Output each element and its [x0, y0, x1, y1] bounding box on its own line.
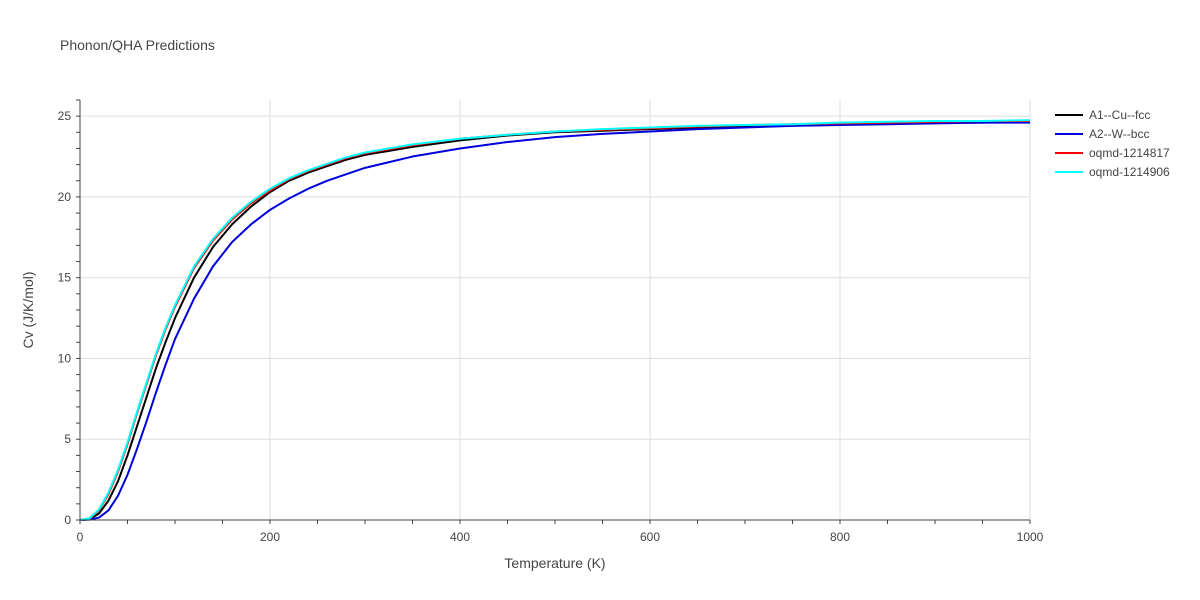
legend-label: oqmd-1214817	[1089, 146, 1170, 160]
legend-item[interactable]: A2--W--bcc	[1055, 127, 1149, 141]
x-tick-label: 400	[450, 530, 470, 544]
x-tick-label: 600	[640, 530, 660, 544]
x-axis-title: Temperature (K)	[504, 555, 605, 571]
legend-item[interactable]: A1--Cu--fcc	[1055, 108, 1150, 122]
chart-title: Phonon/QHA Predictions	[60, 37, 215, 53]
axes	[76, 99, 1031, 524]
legend-item[interactable]: oqmd-1214817	[1055, 146, 1170, 160]
series-line-3[interactable]	[79, 119, 1031, 521]
legend-item[interactable]: oqmd-1214906	[1055, 165, 1170, 179]
y-tick-label: 5	[64, 432, 71, 446]
series-lines	[79, 119, 1031, 521]
series-line-1[interactable]	[79, 121, 1030, 521]
x-tick-label: 200	[260, 530, 280, 544]
y-tick-label: 15	[58, 271, 72, 285]
series-line-2[interactable]	[79, 120, 1030, 521]
x-tick-label: 1000	[1017, 530, 1044, 544]
y-axis-title: Cv (J/K/mol)	[20, 272, 36, 349]
x-tick-label: 800	[830, 530, 850, 544]
y-tick-label: 20	[58, 190, 72, 204]
legend-label: A1--Cu--fcc	[1089, 108, 1150, 122]
x-tick-label: 0	[77, 530, 84, 544]
grid	[80, 100, 1031, 520]
series-line-0[interactable]	[79, 120, 1031, 521]
y-tick-label: 0	[64, 513, 71, 527]
legend-label: oqmd-1214906	[1089, 165, 1170, 179]
legend[interactable]: A1--Cu--fcc A2--W--bcc oqmd-1214817 oqmd-12…	[1055, 108, 1170, 179]
y-tick-label: 10	[58, 351, 72, 365]
legend-label: A2--W--bcc	[1089, 127, 1149, 141]
tick-labels: 0 200 400 600 800 1000 0 5 10 15 20 25	[58, 109, 1044, 544]
y-tick-label: 25	[58, 109, 72, 123]
